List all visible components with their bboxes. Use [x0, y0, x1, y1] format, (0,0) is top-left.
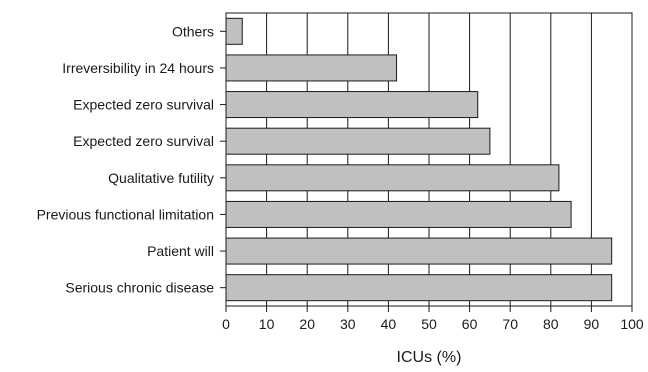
bar: [225, 237, 613, 265]
category-label: Expected zero survival: [73, 133, 214, 149]
bar: [225, 91, 479, 119]
category-labels: Others Irreversibility in 24 hours Expecte…: [37, 23, 226, 296]
x-tick-labels: 0 10 20 30 40 50 60 70 80 90 100: [222, 306, 644, 332]
x-tick-label: 10: [259, 316, 275, 332]
x-tick-label: 30: [340, 316, 356, 332]
x-axis-label: ICUs (%): [397, 349, 462, 366]
category-label: Others: [172, 23, 214, 39]
x-tick-label: 0: [222, 316, 230, 332]
x-tick-label: 80: [543, 316, 559, 332]
x-tick-label: 50: [421, 316, 437, 332]
category-label: Previous functional limitation: [37, 206, 214, 222]
x-tick-label: 70: [502, 316, 518, 332]
category-label: Irreversibility in 24 hours: [62, 60, 214, 76]
bar: [225, 164, 560, 192]
bar: [225, 17, 243, 45]
category-label: Patient will: [147, 243, 214, 259]
bar: [225, 127, 491, 155]
category-label: Qualitative futility: [108, 170, 214, 186]
bars: [225, 17, 613, 302]
category-label: Expected zero survival: [73, 97, 214, 113]
x-tick-label: 100: [620, 316, 644, 332]
x-tick-label: 90: [584, 316, 600, 332]
x-tick-label: 40: [381, 316, 397, 332]
bar: [225, 200, 572, 228]
bar: [225, 274, 613, 302]
category-label: Serious chronic disease: [65, 280, 214, 296]
x-tick-label: 60: [462, 316, 478, 332]
bar: [225, 54, 398, 82]
x-tick-label: 20: [299, 316, 315, 332]
